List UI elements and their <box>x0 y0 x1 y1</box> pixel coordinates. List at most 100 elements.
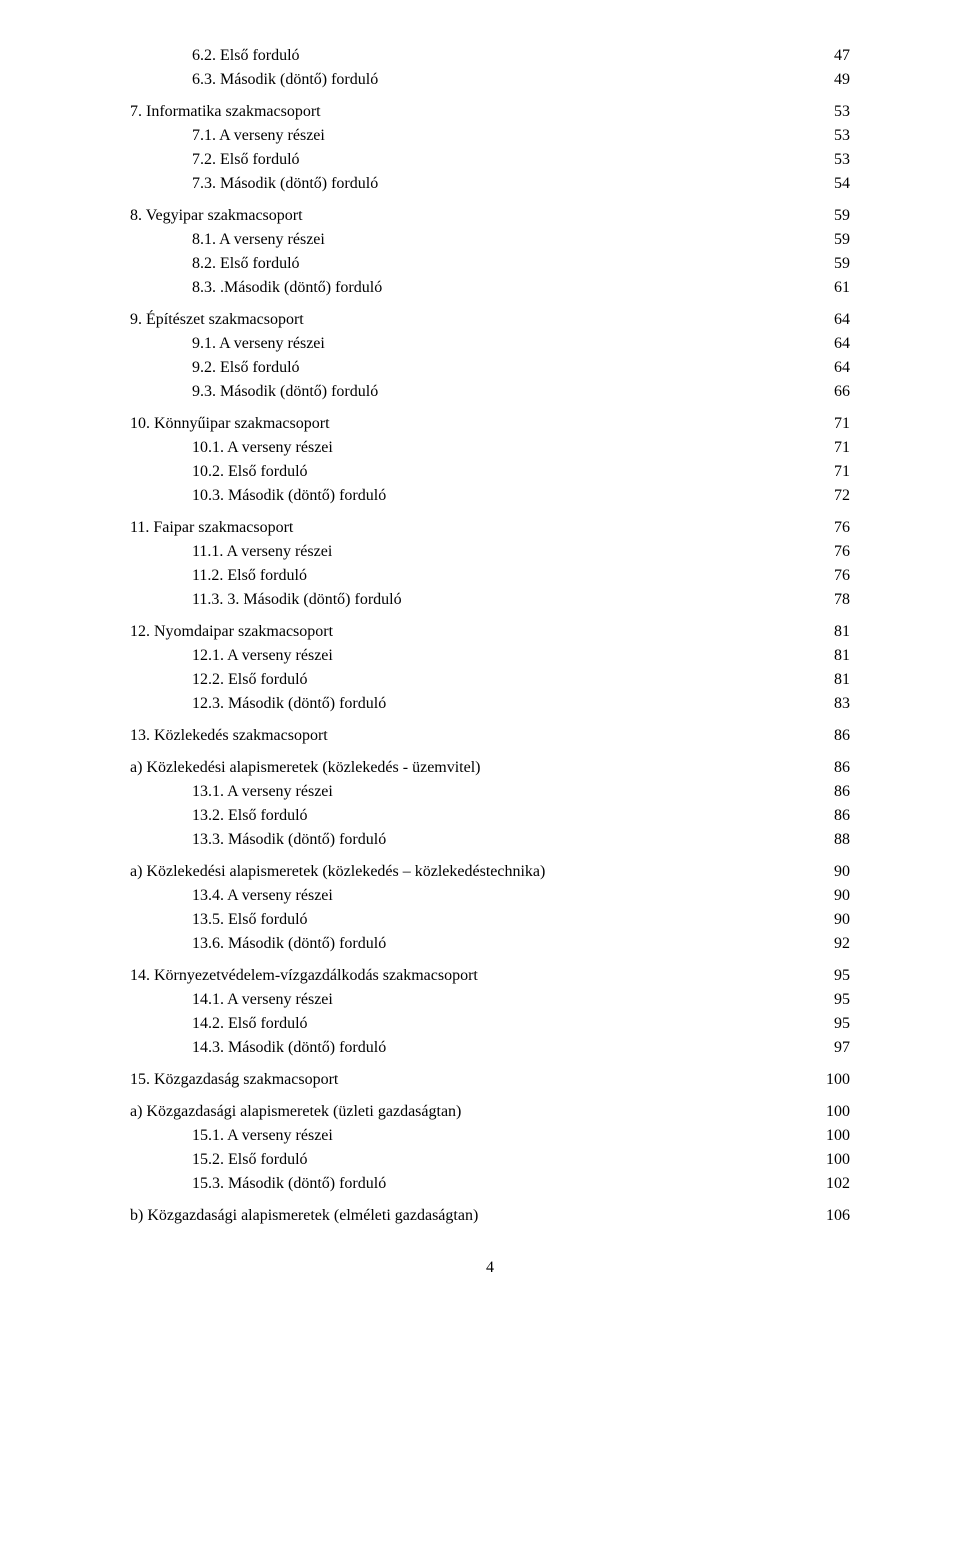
toc-label: 8. Vegyipar szakmacsoport <box>130 204 810 228</box>
toc-label: 12.1. A verseny részei <box>130 644 810 668</box>
toc-page: 95 <box>810 964 850 988</box>
toc-label: 10.1. A verseny részei <box>130 436 810 460</box>
toc-row: 13.4. A verseny részei90 <box>130 884 850 908</box>
toc-page: 83 <box>810 692 850 716</box>
toc-page: 64 <box>810 308 850 332</box>
toc-row: 11. Faipar szakmacsoport76 <box>130 516 850 540</box>
toc-row: 9.1. A verseny részei64 <box>130 332 850 356</box>
toc-label: 9.1. A verseny részei <box>130 332 810 356</box>
toc-row: 12.3. Második (döntő) forduló83 <box>130 692 850 716</box>
toc-label: 12.2. Első forduló <box>130 668 810 692</box>
toc-page: 66 <box>810 380 850 404</box>
toc-page: 100 <box>810 1100 850 1124</box>
toc-page: 95 <box>810 1012 850 1036</box>
toc-row: 7.1. A verseny részei53 <box>130 124 850 148</box>
toc-page: 86 <box>810 724 850 748</box>
toc-row: 10.3. Második (döntő) forduló72 <box>130 484 850 508</box>
toc-row: 10.2. Első forduló71 <box>130 460 850 484</box>
toc-row: 14.3. Második (döntő) forduló97 <box>130 1036 850 1060</box>
toc-page: 53 <box>810 100 850 124</box>
toc-label: 12. Nyomdaipar szakmacsoport <box>130 620 810 644</box>
toc-page: 71 <box>810 436 850 460</box>
toc-row: a) Közlekedési alapismeretek (közlekedés… <box>130 860 850 884</box>
toc-row: 15.1. A verseny részei100 <box>130 1124 850 1148</box>
toc-row: 11.3. 3. Második (döntő) forduló78 <box>130 588 850 612</box>
gap <box>130 404 850 412</box>
toc-page: 76 <box>810 516 850 540</box>
toc-page: 90 <box>810 884 850 908</box>
toc-page: 92 <box>810 932 850 956</box>
toc-label: 7.2. Első forduló <box>130 148 810 172</box>
toc-label: 10. Könnyűipar szakmacsoport <box>130 412 810 436</box>
toc-label: 13.3. Második (döntő) forduló <box>130 828 810 852</box>
gap <box>130 1092 850 1100</box>
toc-page: 59 <box>810 228 850 252</box>
toc-label: 6.3. Második (döntő) forduló <box>130 68 810 92</box>
toc-row: 6.2. Első forduló47 <box>130 44 850 68</box>
toc-page: 90 <box>810 860 850 884</box>
toc-label: 9.3. Második (döntő) forduló <box>130 380 810 404</box>
toc-row: 13.5. Első forduló90 <box>130 908 850 932</box>
toc-page: 76 <box>810 564 850 588</box>
toc-label: 14.3. Második (döntő) forduló <box>130 1036 810 1060</box>
toc-label: 7.1. A verseny részei <box>130 124 810 148</box>
toc-row: 9.2. Első forduló64 <box>130 356 850 380</box>
toc-label: 10.3. Második (döntő) forduló <box>130 484 810 508</box>
toc-label: 14. Környezetvédelem-vízgazdálkodás szak… <box>130 964 810 988</box>
toc-label: 10.2. Első forduló <box>130 460 810 484</box>
gap <box>130 300 850 308</box>
toc-row: 10.1. A verseny részei71 <box>130 436 850 460</box>
table-of-contents: 6.2. Első forduló476.3. Második (döntő) … <box>130 44 850 1228</box>
toc-page: 72 <box>810 484 850 508</box>
toc-label: 7. Informatika szakmacsoport <box>130 100 810 124</box>
toc-row: a) Közgazdasági alapismeretek (üzleti ga… <box>130 1100 850 1124</box>
toc-label: 15. Közgazdaság szakmacsoport <box>130 1068 810 1092</box>
toc-page: 86 <box>810 804 850 828</box>
toc-label: 13.4. A verseny részei <box>130 884 810 908</box>
toc-row: 7.2. Első forduló53 <box>130 148 850 172</box>
toc-label: 13.5. Első forduló <box>130 908 810 932</box>
toc-page: 100 <box>810 1148 850 1172</box>
toc-page: 61 <box>810 276 850 300</box>
toc-row: 7. Informatika szakmacsoport53 <box>130 100 850 124</box>
toc-page: 53 <box>810 124 850 148</box>
toc-row: a) Közlekedési alapismeretek (közlekedés… <box>130 756 850 780</box>
gap <box>130 1060 850 1068</box>
toc-label: 14.2. Első forduló <box>130 1012 810 1036</box>
toc-page: 97 <box>810 1036 850 1060</box>
toc-page: 64 <box>810 356 850 380</box>
toc-row: 9. Építészet szakmacsoport64 <box>130 308 850 332</box>
toc-page: 81 <box>810 620 850 644</box>
toc-page: 100 <box>810 1124 850 1148</box>
toc-row: 15.3. Második (döntő) forduló102 <box>130 1172 850 1196</box>
toc-page: 102 <box>810 1172 850 1196</box>
toc-label: b) Közgazdasági alapismeretek (elméleti … <box>130 1204 810 1228</box>
gap <box>130 748 850 756</box>
toc-row: 8.3. .Második (döntő) forduló61 <box>130 276 850 300</box>
toc-label: 8.1. A verseny részei <box>130 228 810 252</box>
toc-page: 106 <box>810 1204 850 1228</box>
toc-label: 13.2. Első forduló <box>130 804 810 828</box>
gap <box>130 956 850 964</box>
toc-label: 13. Közlekedés szakmacsoport <box>130 724 810 748</box>
toc-label: a) Közgazdasági alapismeretek (üzleti ga… <box>130 1100 810 1124</box>
toc-page: 90 <box>810 908 850 932</box>
toc-page: 71 <box>810 412 850 436</box>
toc-row: 9.3. Második (döntő) forduló66 <box>130 380 850 404</box>
toc-row: 11.1. A verseny részei76 <box>130 540 850 564</box>
toc-row: 13. Közlekedés szakmacsoport86 <box>130 724 850 748</box>
toc-row: 8.2. Első forduló59 <box>130 252 850 276</box>
toc-label: 15.1. A verseny részei <box>130 1124 810 1148</box>
toc-row: 15. Közgazdaság szakmacsoport100 <box>130 1068 850 1092</box>
toc-page: 71 <box>810 460 850 484</box>
toc-row: 13.2. Első forduló86 <box>130 804 850 828</box>
toc-row: 14.1. A verseny részei95 <box>130 988 850 1012</box>
toc-row: 13.1. A verseny részei86 <box>130 780 850 804</box>
toc-label: 15.3. Második (döntő) forduló <box>130 1172 810 1196</box>
toc-label: 8.3. .Második (döntő) forduló <box>130 276 810 300</box>
gap <box>130 508 850 516</box>
toc-page: 59 <box>810 204 850 228</box>
toc-row: 10. Könnyűipar szakmacsoport71 <box>130 412 850 436</box>
toc-row: 15.2. Első forduló100 <box>130 1148 850 1172</box>
toc-label: 8.2. Első forduló <box>130 252 810 276</box>
